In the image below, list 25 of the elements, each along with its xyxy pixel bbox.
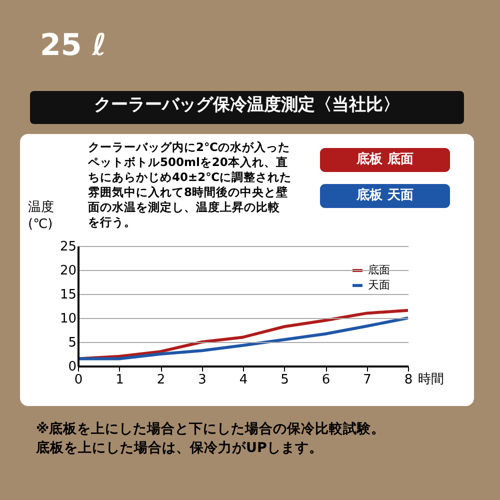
text: 底板 底面	[356, 151, 414, 167]
x-tick-label: 8	[404, 372, 413, 388]
x-tick-label: 4	[239, 372, 248, 388]
y-tick-label: 25	[60, 240, 76, 254]
y-tick-label: 10	[60, 312, 76, 326]
chart-title: 25 ℓ	[40, 28, 106, 63]
y-axis-title: 温度 (℃)	[28, 199, 54, 232]
y-tick-label: 0	[68, 360, 76, 374]
line-series	[78, 308, 408, 360]
text: 底板 天面	[356, 187, 414, 203]
text: クーラーバッグ内に2℃の水が入ったペットボトル500mlを20本入れ、直ちにあらかじめ40±2℃に調整された雰囲気中に入れて8時間後の中央と壁面の水温を測定し、温度上昇の比較を行う。	[87, 140, 292, 229]
x-tick-label: 1	[116, 372, 124, 388]
x-tick-label: 7	[363, 372, 372, 388]
chart-subtitle: クーラーバッグ保冷温度測定〈当社比〉	[94, 95, 400, 115]
x-axis-title: 時間	[418, 372, 444, 387]
x-tick-label: 6	[322, 372, 330, 388]
text: ※底板を上にした場合と下にした場合の保冷比較試験。底板を上にした場合は、保冷力がUPします。	[35, 420, 386, 456]
y-tick-label: 5	[68, 336, 76, 350]
y-tick-label: 15	[60, 288, 76, 302]
line-series	[78, 316, 408, 360]
x-tick-label: 5	[280, 372, 289, 388]
legend-label: 天面	[368, 278, 390, 292]
x-tick-label: 3	[198, 372, 206, 388]
y-tick-label: 20	[60, 264, 76, 278]
x-tick-label: 2	[156, 372, 166, 388]
